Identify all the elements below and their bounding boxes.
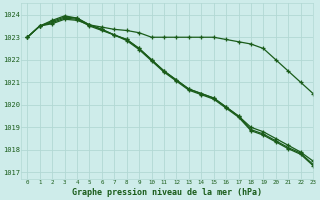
X-axis label: Graphe pression niveau de la mer (hPa): Graphe pression niveau de la mer (hPa): [72, 188, 262, 197]
